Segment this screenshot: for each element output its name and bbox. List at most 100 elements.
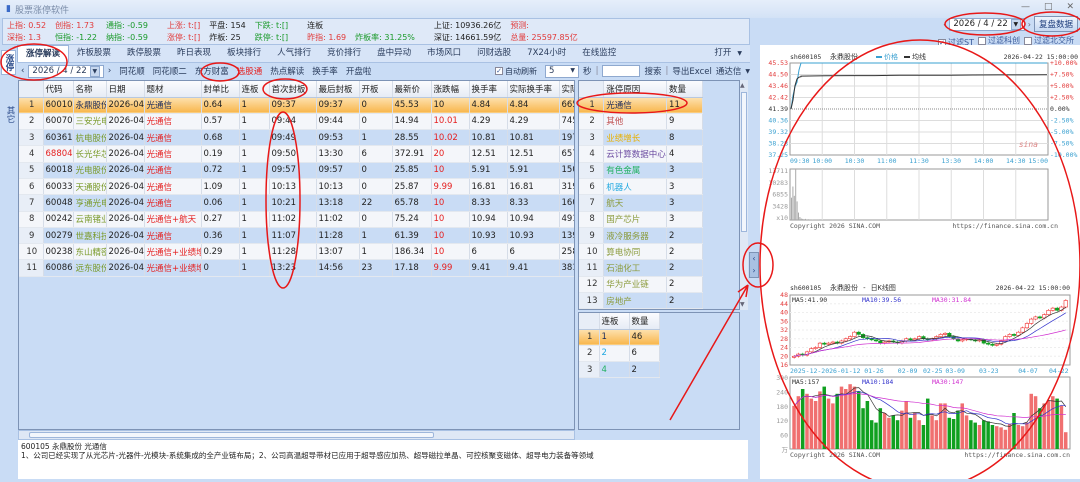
table-row[interactable]: 3603618杭电股份2026-04-22光通信0.68109:4909:531… xyxy=(19,130,575,146)
source-link-0[interactable]: 同花顺 xyxy=(115,65,149,77)
table-row[interactable]: 4688048长光华芯2026-04-22光通信0.19109:5013:306… xyxy=(19,146,575,162)
source-link-4[interactable]: 热点解读 xyxy=(266,65,308,77)
next-date-icon[interactable]: › xyxy=(1028,20,1031,29)
column-header[interactable]: 题材 xyxy=(144,81,201,97)
chevron-down-icon[interactable]: ▼ xyxy=(90,66,100,77)
column-header[interactable] xyxy=(579,81,604,97)
table-row[interactable]: 6600330天通股份2026-04-22光通信1.09110:1310:130… xyxy=(19,178,575,194)
sidebar-tab-other[interactable]: 其它 xyxy=(1,103,16,126)
source-link-1[interactable]: 同花顺二 xyxy=(149,65,191,77)
scroll-thumb[interactable] xyxy=(741,92,747,232)
table-row[interactable]: 7600487亨通光电2026-04-22光通信0.06110:2113:182… xyxy=(19,195,575,211)
reason-table-scrollbar[interactable]: ▲ ▼ xyxy=(740,80,748,310)
tab-5[interactable]: 人气排行 xyxy=(269,45,319,62)
tab-8[interactable]: 市场风口 xyxy=(419,45,469,62)
chevron-down-icon[interactable]: ▼ xyxy=(1011,19,1021,30)
refresh-interval-select[interactable]: 5▼ xyxy=(545,65,579,78)
minimize-button[interactable]: — xyxy=(1021,2,1030,12)
tab-3[interactable]: 昨日表现 xyxy=(169,45,219,62)
scroll-thumb[interactable] xyxy=(29,432,434,438)
column-header[interactable]: 数量 xyxy=(629,313,659,329)
replay-data-button[interactable]: 复盘数据 xyxy=(1034,16,1078,32)
column-header[interactable] xyxy=(579,313,599,329)
tab-2[interactable]: 跌停股票 xyxy=(119,45,169,62)
search-input[interactable] xyxy=(602,65,640,77)
table-row[interactable]: 1600105永鼎股份2026-04-22光通信0.64109:3709:370… xyxy=(19,97,575,113)
column-header[interactable]: 封单比 xyxy=(201,81,239,97)
column-header[interactable] xyxy=(19,81,43,97)
filter-checkbox-1[interactable] xyxy=(978,37,986,45)
table-row[interactable]: 5600184光电股份2026-04-22光通信0.72109:5709:570… xyxy=(19,162,575,178)
filter-checkbox-2[interactable] xyxy=(1024,37,1032,45)
tab-11[interactable]: 在线监控 xyxy=(574,45,624,62)
scroll-down-icon[interactable]: ▼ xyxy=(740,301,745,308)
column-header[interactable]: 实际 xyxy=(559,81,575,97)
column-header[interactable]: 首次封板 xyxy=(269,81,316,97)
export-excel-button[interactable]: 导出Excel xyxy=(672,65,712,77)
column-header[interactable]: 连板 xyxy=(599,313,629,329)
horizontal-scrollbar[interactable] xyxy=(18,430,575,440)
close-button[interactable]: ✕ xyxy=(1066,2,1074,12)
maximize-button[interactable]: □ xyxy=(1044,2,1053,12)
scroll-up-icon[interactable]: ▲ xyxy=(740,82,745,89)
date-picker[interactable]: 2026 / 4 / 22▼ xyxy=(28,65,103,78)
column-header[interactable]: 代码 xyxy=(43,81,73,97)
column-header[interactable]: 日期 xyxy=(106,81,144,97)
prev-day-icon[interactable]: ‹ xyxy=(17,66,28,76)
source-link-2[interactable]: 东方财富 xyxy=(191,65,233,77)
table-row[interactable]: 2600703三安光电2026-04-22光通信0.57109:4409:440… xyxy=(19,113,575,129)
tab-9[interactable]: 问财选股 xyxy=(469,45,519,62)
next-day-icon[interactable]: › xyxy=(104,66,115,76)
search-button[interactable]: 搜索 xyxy=(644,65,661,77)
source-link-6[interactable]: 开盘啦 xyxy=(342,65,376,77)
column-header[interactable]: 涨跌幅 xyxy=(431,81,469,97)
cell-14: 319. xyxy=(559,178,575,194)
column-header[interactable]: 名称 xyxy=(73,81,106,97)
collapse-panel-button[interactable]: ‹› xyxy=(749,252,759,278)
column-header[interactable]: 最后封板 xyxy=(316,81,359,97)
replay-date-picker[interactable]: 2026 / 4 / 22▼ xyxy=(949,18,1024,31)
source-link-3[interactable]: 选股通 xyxy=(233,65,267,77)
tongdaxin-menu[interactable]: 通达信 xyxy=(716,65,742,77)
open-menu[interactable]: 打开▼ xyxy=(706,45,750,62)
tab-0[interactable]: 涨停解读 xyxy=(17,45,69,62)
row-index: 13 xyxy=(579,293,604,309)
column-header[interactable]: 涨停原因 xyxy=(604,81,667,97)
column-header[interactable]: 实际换手率 xyxy=(507,81,559,97)
tab-1[interactable]: 炸板股票 xyxy=(69,45,119,62)
column-header[interactable]: 最新价 xyxy=(392,81,431,97)
column-header[interactable]: 数量 xyxy=(667,81,703,97)
table-row[interactable]: 9002796世嘉科技2026-04-22光通信0.36111:0711:281… xyxy=(19,227,575,243)
column-header[interactable]: 开板 xyxy=(359,81,392,97)
prev-date-icon[interactable]: ‹ xyxy=(943,20,946,29)
tab-6[interactable]: 竞价排行 xyxy=(319,45,369,62)
tab-10[interactable]: 7X24小时 xyxy=(519,45,574,62)
auto-refresh-checkbox[interactable]: ✓ xyxy=(495,67,503,75)
table-row[interactable]: 10002384东山精密2026-04-22光通信+业绩增长0.29111:28… xyxy=(19,244,575,260)
column-header[interactable]: 换手率 xyxy=(469,81,507,97)
tab-7[interactable]: 盘中异动 xyxy=(369,45,419,62)
table-row[interactable]: 11600869远东股份2026-04-22光通信+业绩增长0113:2314:… xyxy=(19,260,575,276)
column-header[interactable]: 连板 xyxy=(239,81,269,97)
tab-4[interactable]: 板块排行 xyxy=(219,45,269,62)
table-row[interactable]: 8002428云南锗业2026-04-22光通信+航天0.27111:0211:… xyxy=(19,211,575,227)
chevron-down-icon[interactable]: ▼ xyxy=(745,68,750,75)
source-link-5[interactable]: 换手率 xyxy=(308,65,342,77)
sidebar-tab-limit-up[interactable]: 涨停 xyxy=(1,50,16,75)
